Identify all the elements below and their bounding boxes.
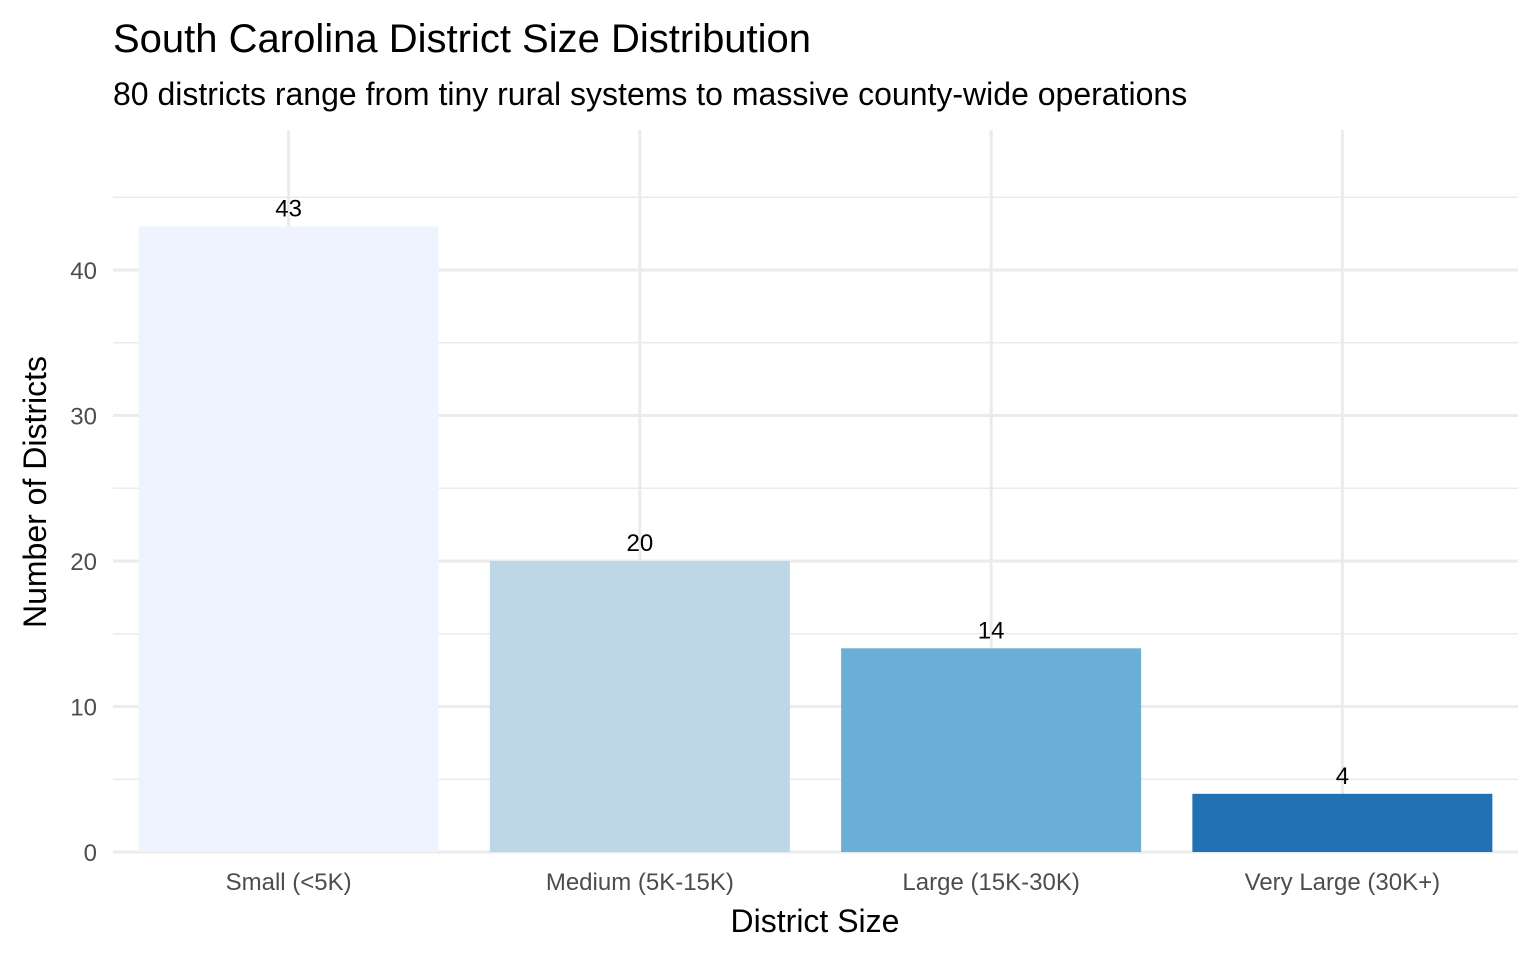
chart-title: South Carolina District Size Distributio… — [113, 17, 811, 61]
bars — [138, 226, 1493, 853]
bar-1 — [138, 226, 439, 853]
data-label: 14 — [978, 617, 1005, 644]
bar-3 — [841, 648, 1142, 852]
x-tick-label: Small (<5K) — [226, 869, 352, 896]
y-tick-label: 0 — [84, 840, 97, 867]
bar-4 — [1192, 793, 1493, 852]
chart-subtitle: 80 districts range from tiny rural syste… — [113, 76, 1187, 112]
y-axis-title: Number of Districts — [17, 356, 53, 628]
x-axis-ticks: Small (<5K) Medium (5K-15K) Large (15K-30K… — [226, 869, 1441, 896]
x-tick-label: Very Large (30K+) — [1245, 869, 1440, 896]
data-labels: 43 20 14 4 — [275, 195, 1349, 789]
y-tick-label: 30 — [70, 404, 97, 431]
x-axis-title: District Size — [731, 903, 900, 939]
y-tick-label: 40 — [70, 258, 97, 285]
x-tick-label: Large (15K-30K) — [902, 869, 1079, 896]
data-label: 4 — [1336, 763, 1349, 790]
x-tick-label: Medium (5K-15K) — [546, 869, 734, 896]
data-label: 43 — [275, 195, 302, 222]
data-label: 20 — [627, 530, 654, 557]
bar-2 — [489, 561, 790, 852]
y-tick-label: 10 — [70, 695, 97, 722]
y-tick-label: 20 — [70, 549, 97, 576]
y-axis-ticks: 0 10 20 30 40 — [70, 258, 97, 867]
